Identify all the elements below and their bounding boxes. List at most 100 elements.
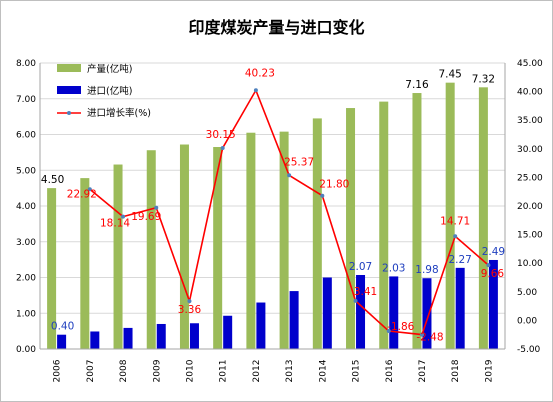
production-data-label: 4.50 bbox=[41, 174, 64, 186]
production-bar bbox=[179, 144, 189, 349]
import-data-label: 2.27 bbox=[448, 254, 471, 266]
import-bar bbox=[57, 334, 67, 349]
growth-rate-data-label: -2.48 bbox=[416, 332, 443, 344]
y-left-tick-label: 7.00 bbox=[16, 95, 36, 105]
production-bar bbox=[146, 150, 156, 349]
growth-rate-marker bbox=[287, 173, 292, 178]
x-tick-label: 2014 bbox=[318, 359, 328, 382]
y-left-tick-label: 1.00 bbox=[16, 309, 36, 319]
production-bar bbox=[246, 132, 256, 349]
growth-rate-data-label: 25.37 bbox=[284, 156, 314, 168]
growth-line bbox=[87, 88, 491, 337]
y-right-tick-label: 30.00 bbox=[517, 145, 543, 155]
legend-label-production: 产量(亿吨) bbox=[87, 63, 132, 75]
growth-rate-data-label: 21.80 bbox=[319, 179, 349, 191]
legend-label-growth: 进口增长率(%) bbox=[87, 107, 151, 119]
production-data-label: 7.32 bbox=[472, 73, 495, 85]
growth-rate-marker bbox=[353, 298, 358, 303]
production-bar bbox=[412, 93, 422, 349]
production-bar bbox=[80, 178, 90, 349]
import-bar bbox=[389, 276, 399, 349]
x-tick-label: 2019 bbox=[484, 359, 494, 382]
x-tick-label: 2007 bbox=[86, 360, 96, 383]
x-tick-label: 2006 bbox=[53, 359, 63, 382]
growth-rate-marker bbox=[220, 145, 225, 150]
production-bar bbox=[312, 118, 322, 349]
x-tick-label: 2016 bbox=[385, 359, 395, 382]
import-bar bbox=[256, 302, 266, 349]
x-tick-label: 2008 bbox=[119, 359, 129, 382]
legend: 产量(亿吨) 进口(亿吨) 进口增长率(%) bbox=[57, 63, 151, 119]
production-bar bbox=[445, 82, 455, 349]
import-data-label: 1.98 bbox=[415, 264, 438, 276]
production-bar bbox=[113, 164, 123, 349]
x-tick-label: 2011 bbox=[219, 360, 229, 383]
y-left-tick-label: 5.00 bbox=[16, 166, 36, 176]
import-bar bbox=[123, 327, 133, 349]
y-right-tick-label: 40.00 bbox=[517, 88, 543, 98]
import-bar bbox=[322, 277, 332, 349]
bars bbox=[47, 82, 498, 349]
x-tick-label: 2013 bbox=[285, 360, 295, 383]
growth-rate-data-label: -1.86 bbox=[387, 321, 414, 333]
import-bar bbox=[455, 267, 465, 349]
growth-rate-data-label: 19.69 bbox=[131, 211, 161, 223]
growth-rate-marker bbox=[453, 234, 458, 239]
y-left-tick-label: 4.00 bbox=[16, 202, 36, 212]
production-bar bbox=[213, 147, 223, 349]
x-tick-label: 2017 bbox=[418, 360, 428, 383]
import-bar bbox=[488, 259, 498, 349]
y-right-tick-label: 35.00 bbox=[517, 116, 543, 126]
y-left-tick-label: 2.00 bbox=[16, 274, 36, 284]
growth-rate-data-label: 3.36 bbox=[178, 304, 202, 316]
y-right-tick-label: 15.00 bbox=[517, 231, 543, 241]
production-bar bbox=[478, 87, 488, 349]
import-bar bbox=[223, 315, 233, 349]
import-bar bbox=[90, 331, 100, 349]
growth-rate-data-label: 3.41 bbox=[354, 286, 377, 298]
import-bar bbox=[422, 278, 432, 349]
x-tick-label: 2018 bbox=[451, 359, 461, 382]
import-data-label: 2.49 bbox=[482, 246, 505, 258]
growth-rate-marker bbox=[419, 332, 424, 337]
growth-rate-marker bbox=[320, 193, 325, 198]
production-bar bbox=[379, 101, 389, 349]
x-tick-label: 2009 bbox=[152, 359, 162, 382]
y-right-tick-label: -5.00 bbox=[517, 345, 541, 355]
y-right-tick-label: 5.00 bbox=[517, 288, 537, 298]
x-tick-label: 2010 bbox=[185, 359, 195, 382]
growth-rate-data-label: 22.92 bbox=[67, 188, 97, 200]
import-bar bbox=[189, 323, 199, 349]
growth-rate-data-label: 9.66 bbox=[481, 268, 505, 280]
import-data-label: 0.40 bbox=[51, 321, 74, 333]
growth-rate-marker bbox=[386, 329, 391, 334]
y-right-tick-label: 0.00 bbox=[517, 316, 537, 326]
import-bar bbox=[289, 291, 299, 349]
x-tick-label: 2015 bbox=[352, 360, 362, 383]
production-data-label: 7.16 bbox=[405, 79, 429, 91]
growth-rate-data-label: 40.23 bbox=[245, 67, 275, 79]
legend-swatch-production bbox=[57, 64, 81, 72]
growth-rate-marker bbox=[253, 88, 258, 93]
y-right-tick-label: 10.00 bbox=[517, 259, 543, 269]
data-labels: 4.50 7.16 7.45 7.32 0.40 2.07 2.03 1.98 2.27 2.49… bbox=[41, 67, 505, 343]
growth-rate-data-label: 30.15 bbox=[206, 129, 236, 141]
growth-rate-marker bbox=[187, 299, 192, 304]
import-data-label: 2.03 bbox=[382, 262, 405, 274]
legend-swatch-import bbox=[57, 86, 81, 94]
y-left-tick-label: 6.00 bbox=[16, 131, 36, 141]
y-left-tick-label: 0.00 bbox=[16, 345, 36, 355]
production-data-label: 7.45 bbox=[438, 69, 461, 81]
chart-title: 印度煤炭产量与进口变化 bbox=[188, 18, 365, 37]
growth-rate-data-label: 14.71 bbox=[440, 215, 470, 227]
import-data-label: 2.07 bbox=[349, 261, 372, 273]
production-bar bbox=[346, 108, 356, 349]
production-bar bbox=[47, 188, 57, 349]
legend-label-import: 进口(亿吨) bbox=[87, 85, 132, 97]
growth-rate-marker bbox=[87, 187, 92, 192]
legend-swatch-growth-marker bbox=[67, 111, 71, 115]
growth-rate-marker bbox=[486, 263, 491, 268]
axes: 0.00 1.00 2.00 3.00 4.00 5.00 6.00 7.00 8.00 -5.0… bbox=[16, 59, 543, 382]
growth-rate-marker bbox=[121, 214, 126, 219]
